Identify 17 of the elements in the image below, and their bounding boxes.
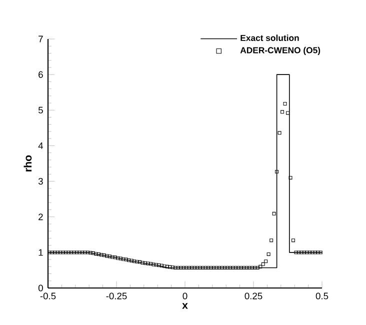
x-tick-label: -0.5 <box>40 292 56 300</box>
y-tick-label: 0 <box>38 284 43 292</box>
y-tick-label: 7 <box>38 36 43 42</box>
y-tick-label: 5 <box>38 106 43 114</box>
x-tick-label: 0 <box>182 292 188 300</box>
y-tick-label: 6 <box>38 71 43 78</box>
y-tick-label: 1 <box>38 249 43 256</box>
y-axis-title: rho <box>24 155 32 172</box>
y-tick-label: 4 <box>38 142 44 149</box>
x-tick-label: 0.25 <box>244 292 262 300</box>
x-tick-label: -0.25 <box>106 292 127 300</box>
legend-label: Exact solution <box>240 34 299 42</box>
x-axis-title: x <box>182 303 188 309</box>
x-tick-label: 0.5 <box>316 292 328 300</box>
y-tick-label: 2 <box>38 214 43 220</box>
y-tick-label: 3 <box>38 178 43 185</box>
legend-label: ADER-CWENO (O5) <box>240 46 320 55</box>
